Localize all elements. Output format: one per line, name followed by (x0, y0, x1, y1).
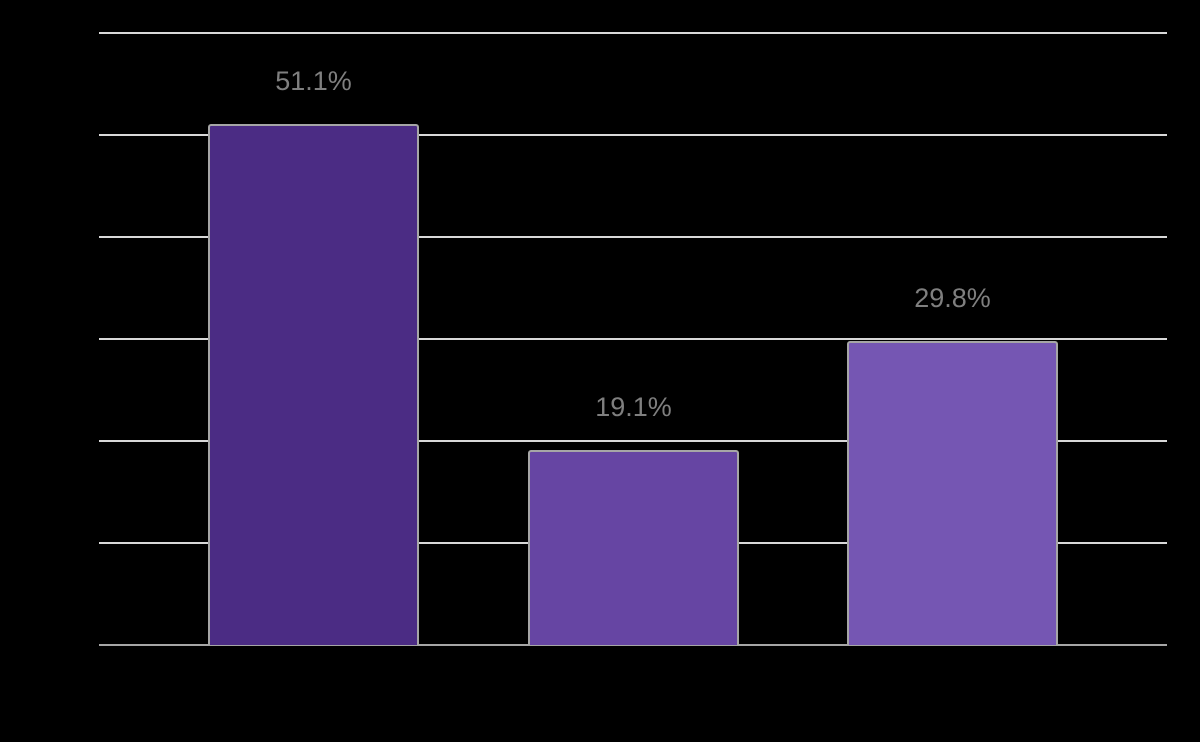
gridline (99, 338, 1167, 340)
gridline (99, 236, 1167, 238)
gridline (99, 134, 1167, 136)
x-axis-baseline (99, 644, 1167, 646)
bar-2 (528, 450, 739, 645)
gridline (99, 32, 1167, 34)
bar-1-value-label: 51.1% (275, 65, 352, 96)
gridline (99, 440, 1167, 442)
bar-1 (208, 123, 419, 645)
bar-3-value-label: 29.8% (914, 283, 991, 314)
bar-2-value-label: 19.1% (595, 392, 672, 423)
bar-3 (847, 341, 1058, 645)
